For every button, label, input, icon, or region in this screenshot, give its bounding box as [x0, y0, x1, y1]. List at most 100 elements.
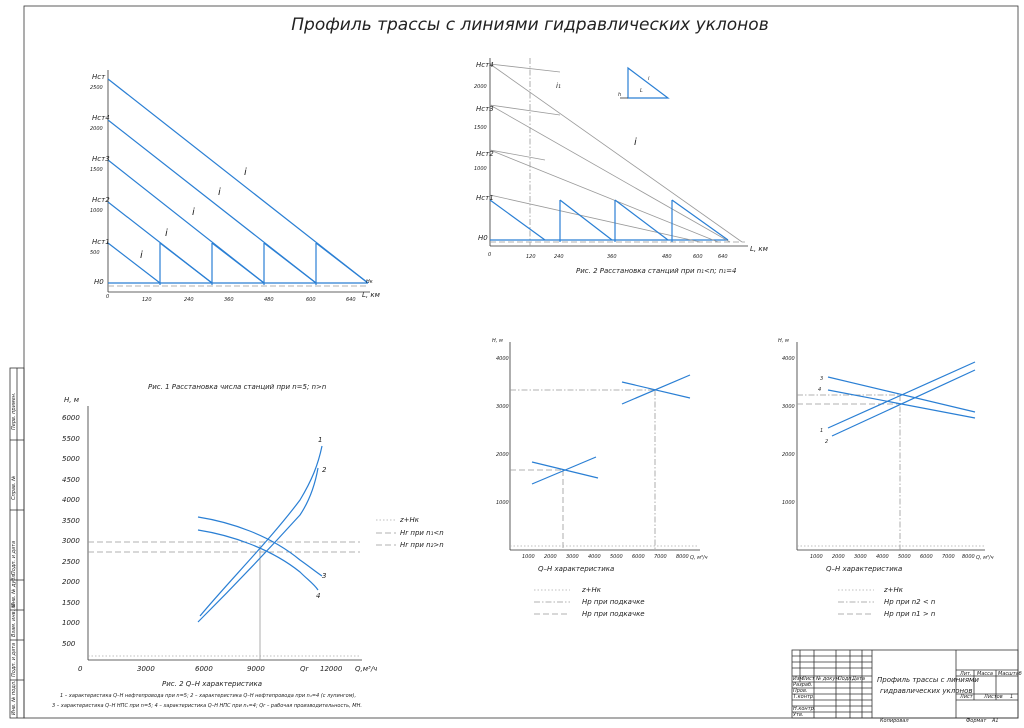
chart5-caption: Q–H характеристика: [826, 565, 902, 573]
chart1-ylabel-1: Hст: [92, 73, 106, 81]
chart4-xtick-3: 3000: [566, 554, 579, 560]
chart5-curve-2: [831, 369, 976, 437]
chart2-xtick-6: 600: [693, 254, 703, 260]
chart4-line-1: [531, 456, 597, 485]
chart2-slope-label-1: i₁: [556, 82, 561, 90]
chart4-xunit: Q, м³/ч: [690, 555, 708, 561]
chart4-line-4: [621, 381, 691, 399]
chart1-slope-line-5: [107, 242, 161, 284]
tb-tkontr: Т.контр.: [793, 694, 815, 700]
chart1-end-label: Hк: [366, 279, 373, 285]
chart2-yval-1: 2000: [474, 84, 487, 90]
chart3-legend-1: z+Hк: [399, 516, 420, 524]
chart1-ylabel-2: Hст4: [92, 114, 110, 122]
stamp-text-6: Подп. и дата: [11, 643, 17, 677]
tb-sheets: Листов: [983, 694, 1003, 700]
chart3-xtick-1: 0: [78, 665, 83, 673]
chart5-curve-label-4: 4: [818, 387, 821, 393]
chart4-ylabel: H, м: [492, 338, 503, 344]
chart1-xtick-1: 0: [106, 294, 109, 300]
chart2-yval-2: 1500: [474, 125, 487, 131]
chart1-slope-label-2: i: [218, 187, 221, 198]
chart2-xtick-2: 120: [526, 254, 536, 260]
tb-prov: Пров.: [793, 688, 808, 694]
tb-sheets-val: 1: [1010, 694, 1013, 700]
chart3-ytick-3: 5000: [62, 455, 80, 463]
chart3-note-2: 3 – характеристика Q–H НПС при n=5; 4 – …: [52, 703, 362, 709]
slope-triangle: i h L: [618, 66, 670, 99]
chart3-caption: Рис. 2 Q–H характеристика: [162, 680, 262, 688]
tb-format: Формат: [966, 718, 987, 724]
chart2-caption: Рис. 2 Расстановка станций при n₁<n; n₁=…: [576, 267, 736, 275]
chart3-curve-label-2: 2: [322, 466, 327, 474]
tb-doc: № докум.: [815, 676, 841, 682]
chart1-xtick-2: 120: [142, 297, 152, 303]
chart4-xtick-7: 7000: [654, 554, 667, 560]
tb-name-2: гидравлических уклонов: [880, 687, 973, 695]
chart3-ytick-12: 500: [62, 640, 76, 648]
chart5-legend-3: Hр при n1 > n: [884, 610, 935, 618]
chart5-xunit: Q, м³/ч: [976, 555, 994, 561]
chart5-ytick-1: 4000: [782, 356, 795, 362]
chart5-legend-2: Hр при n2 < n: [884, 598, 935, 606]
chart4-legend-3: Hр при подкачке: [582, 610, 645, 618]
chart4-xtick-8: 8000: [676, 554, 689, 560]
chart1-slope-label-3: i: [192, 207, 195, 218]
tb-utv: Утв.: [793, 712, 804, 718]
chart3-ytick-8: 2500: [62, 558, 80, 566]
chart4-ytick-3: 2000: [496, 452, 509, 458]
drawing-title: Профиль трассы с линиями гидравлических …: [291, 15, 768, 35]
tb-list: Лист: [801, 676, 816, 682]
stamp-text-1: Перв. примен.: [11, 392, 17, 430]
chart2-slope-line-1: [489, 199, 546, 241]
chart1-ylabel-4: Hст2: [92, 196, 110, 204]
chart5-xtick-8: 8000: [962, 554, 975, 560]
chart5-ytick-2: 3000: [782, 404, 795, 410]
chart2-slope-line-4: [671, 199, 729, 241]
chart3-curve-1: [199, 445, 323, 617]
chart5-curve-label-2: 2: [825, 439, 828, 445]
chart3-xtick-4: 9000: [247, 665, 265, 673]
chart4-ytick-1: 4000: [496, 356, 509, 362]
stamp-text-2: Справ. №: [11, 476, 17, 500]
chart1-xtick-4: 360: [224, 297, 234, 303]
chart5-xtick-1: 1000: [810, 554, 823, 560]
chart3-ytick-4: 4500: [62, 476, 80, 484]
chart4-xtick-6: 6000: [632, 554, 645, 560]
chart1-slope-label-5: i: [140, 250, 143, 261]
tb-nkontr: Н.контр.: [793, 706, 815, 712]
chart5-xtick-6: 6000: [920, 554, 933, 560]
chart2-ylabel-1: Hст4: [476, 61, 494, 69]
side-stamp: Перв. примен. Справ. № Подп. и дата Инв.…: [9, 367, 25, 719]
chart2-xtick-4: 360: [607, 254, 617, 260]
chart5-curve-1: [827, 361, 976, 429]
chart4-xtick-4: 4000: [588, 554, 601, 560]
chart3-curve-2: [197, 467, 319, 623]
chart5-ytick-3: 2000: [782, 452, 795, 458]
chart1-yval-4: 1000: [90, 208, 103, 214]
chart3-ytick-9: 2000: [62, 578, 80, 586]
chart4-caption: Q–H характеристика: [538, 565, 614, 573]
chart5-xtick-3: 3000: [854, 554, 867, 560]
tb-razrab: Разраб.: [793, 682, 813, 688]
chart3-xtick-5: 12000: [320, 665, 343, 673]
tb-data: Дата: [851, 676, 865, 682]
chart1-ylabel-5: Hст1: [92, 238, 110, 246]
chart5-xtick-2: 2000: [832, 554, 845, 560]
stamp-text-7: Инв. № подл.: [11, 681, 17, 716]
svg-text:i: i: [648, 76, 650, 82]
chart2-xtick-7: 640: [718, 254, 728, 260]
chart1-yval-2: 2000: [90, 126, 103, 132]
chart1-xtick-3: 240: [184, 297, 194, 303]
tb-lit: Лит.: [959, 671, 972, 677]
chart4-legend-2: Hр при подкачке: [582, 598, 645, 606]
chart4-xtick-2: 2000: [544, 554, 557, 560]
chart2-xtick-3: 240: [554, 254, 564, 260]
svg-text:L: L: [640, 88, 643, 94]
chart1-slope-label-1: i: [244, 167, 247, 178]
chart5-xtick-4: 4000: [876, 554, 889, 560]
chart1-xtick-5: 480: [264, 297, 274, 303]
chart1-ylabel-6: H0: [94, 278, 104, 286]
